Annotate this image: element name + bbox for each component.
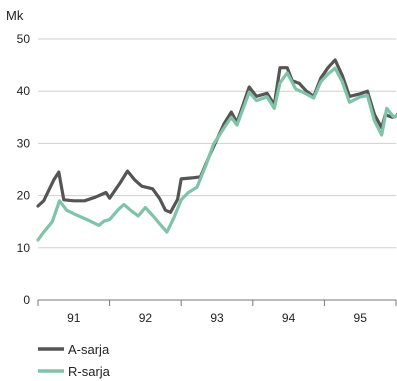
y-axis-unit-label: Mk bbox=[6, 8, 24, 23]
y-tick-label: 50 bbox=[17, 32, 31, 46]
legend-item-r-sarja: R-sarja bbox=[38, 364, 111, 379]
y-tick-label: 10 bbox=[17, 241, 31, 255]
series-layer bbox=[36, 58, 397, 242]
x-tick-label: 95 bbox=[354, 311, 368, 325]
x-tick-label: 91 bbox=[67, 311, 81, 325]
x-tick-labels: 91 92 93 94 95 bbox=[37, 300, 397, 325]
series-line-r-sarja bbox=[36, 66, 397, 242]
x-tick-label: 93 bbox=[210, 311, 224, 325]
legend-item-a-sarja: A-sarja bbox=[38, 342, 110, 357]
axis-layer: Mk bbox=[6, 8, 396, 301]
legend: A-sarja R-sarja bbox=[38, 342, 111, 379]
legend-label: R-sarja bbox=[68, 364, 111, 379]
y-tick-label: 30 bbox=[17, 136, 31, 150]
x-tick-label: 92 bbox=[139, 311, 153, 325]
y-tick-labels: 0 10 20 30 40 50 bbox=[17, 32, 31, 307]
y-tick-label: 0 bbox=[23, 293, 30, 307]
legend-label: A-sarja bbox=[68, 342, 110, 357]
y-tick-label: 40 bbox=[17, 84, 31, 98]
grid-layer bbox=[38, 38, 396, 249]
x-tick-label: 94 bbox=[282, 311, 296, 325]
y-tick-label: 20 bbox=[17, 189, 31, 203]
